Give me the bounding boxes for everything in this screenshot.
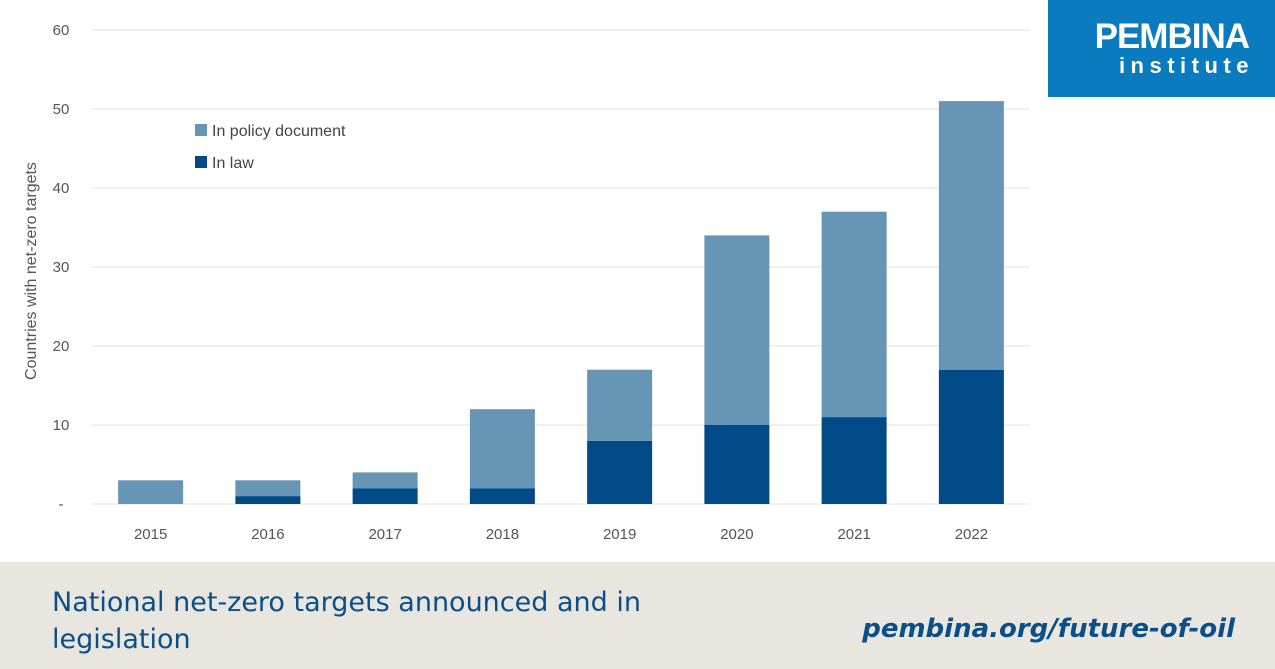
x-tick-label: 2021	[837, 526, 870, 543]
bars	[118, 101, 1004, 504]
bar-in-policy-document	[587, 369, 653, 441]
y-tick-label: 30	[53, 259, 70, 276]
footer-url-link[interactable]: pembina.org/future-of-oil	[862, 614, 1235, 644]
bar-in-law	[469, 488, 535, 504]
legend-label: In policy document	[212, 123, 346, 140]
gridlines	[92, 29, 1030, 505]
bar-in-law	[938, 369, 1004, 504]
legend: In policy document In law	[195, 123, 346, 172]
y-tick-label: 10	[53, 417, 70, 434]
bar-in-policy-document	[704, 235, 770, 425]
y-axis-ticks: - 10 20 30 40 50 60	[53, 22, 70, 513]
x-axis-ticks: 2015 2016 2017 2018 2019 2020 2021 2022	[134, 526, 988, 543]
bar-in-policy-document	[352, 472, 418, 489]
bar-in-policy-document	[821, 211, 887, 418]
bar-in-policy-document	[118, 480, 184, 504]
footer-banner: National net-zero targets announced and …	[0, 562, 1275, 669]
x-tick-label: 2022	[955, 526, 988, 543]
bar-in-law	[821, 417, 887, 504]
bar-in-policy-document	[938, 101, 1004, 370]
x-tick-label: 2019	[603, 526, 636, 543]
y-tick-label: 60	[53, 22, 70, 39]
bar-in-law	[587, 440, 653, 504]
chart-title: National net-zero targets announced and …	[52, 587, 641, 655]
x-tick-label: 2018	[486, 526, 519, 543]
bar-in-law	[352, 488, 418, 504]
legend-label: In law	[212, 155, 254, 172]
legend-swatch	[195, 124, 207, 136]
bar-in-law	[704, 425, 770, 504]
bar-in-law	[235, 496, 301, 504]
x-tick-label: 2017	[368, 526, 401, 543]
logo-text-bottom: institute	[1118, 52, 1254, 78]
x-tick-label: 2020	[720, 526, 753, 543]
y-axis-title: Countries with net-zero targets	[23, 162, 40, 380]
legend-swatch	[195, 156, 207, 168]
x-tick-label: 2016	[251, 526, 284, 543]
x-tick-label: 2015	[134, 526, 167, 543]
y-tick-label: 50	[53, 101, 70, 118]
bar-in-policy-document	[469, 409, 535, 489]
pembina-logo: PEMBINA institute	[1048, 0, 1275, 97]
y-tick-label: -	[59, 496, 64, 513]
y-tick-label: 20	[53, 338, 70, 355]
y-tick-label: 40	[53, 180, 70, 197]
bar-in-policy-document	[235, 480, 301, 497]
logo-text-top: PEMBINA	[1094, 16, 1250, 56]
